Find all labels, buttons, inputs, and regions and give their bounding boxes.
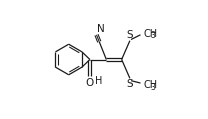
Text: CH: CH — [144, 29, 158, 39]
Text: CH: CH — [144, 80, 158, 90]
Text: N: N — [97, 24, 105, 34]
Text: S: S — [126, 79, 133, 89]
Text: S: S — [126, 30, 133, 40]
Text: H: H — [95, 76, 102, 86]
Text: 3: 3 — [150, 83, 155, 92]
Text: O: O — [86, 78, 94, 88]
Text: 3: 3 — [150, 31, 155, 40]
